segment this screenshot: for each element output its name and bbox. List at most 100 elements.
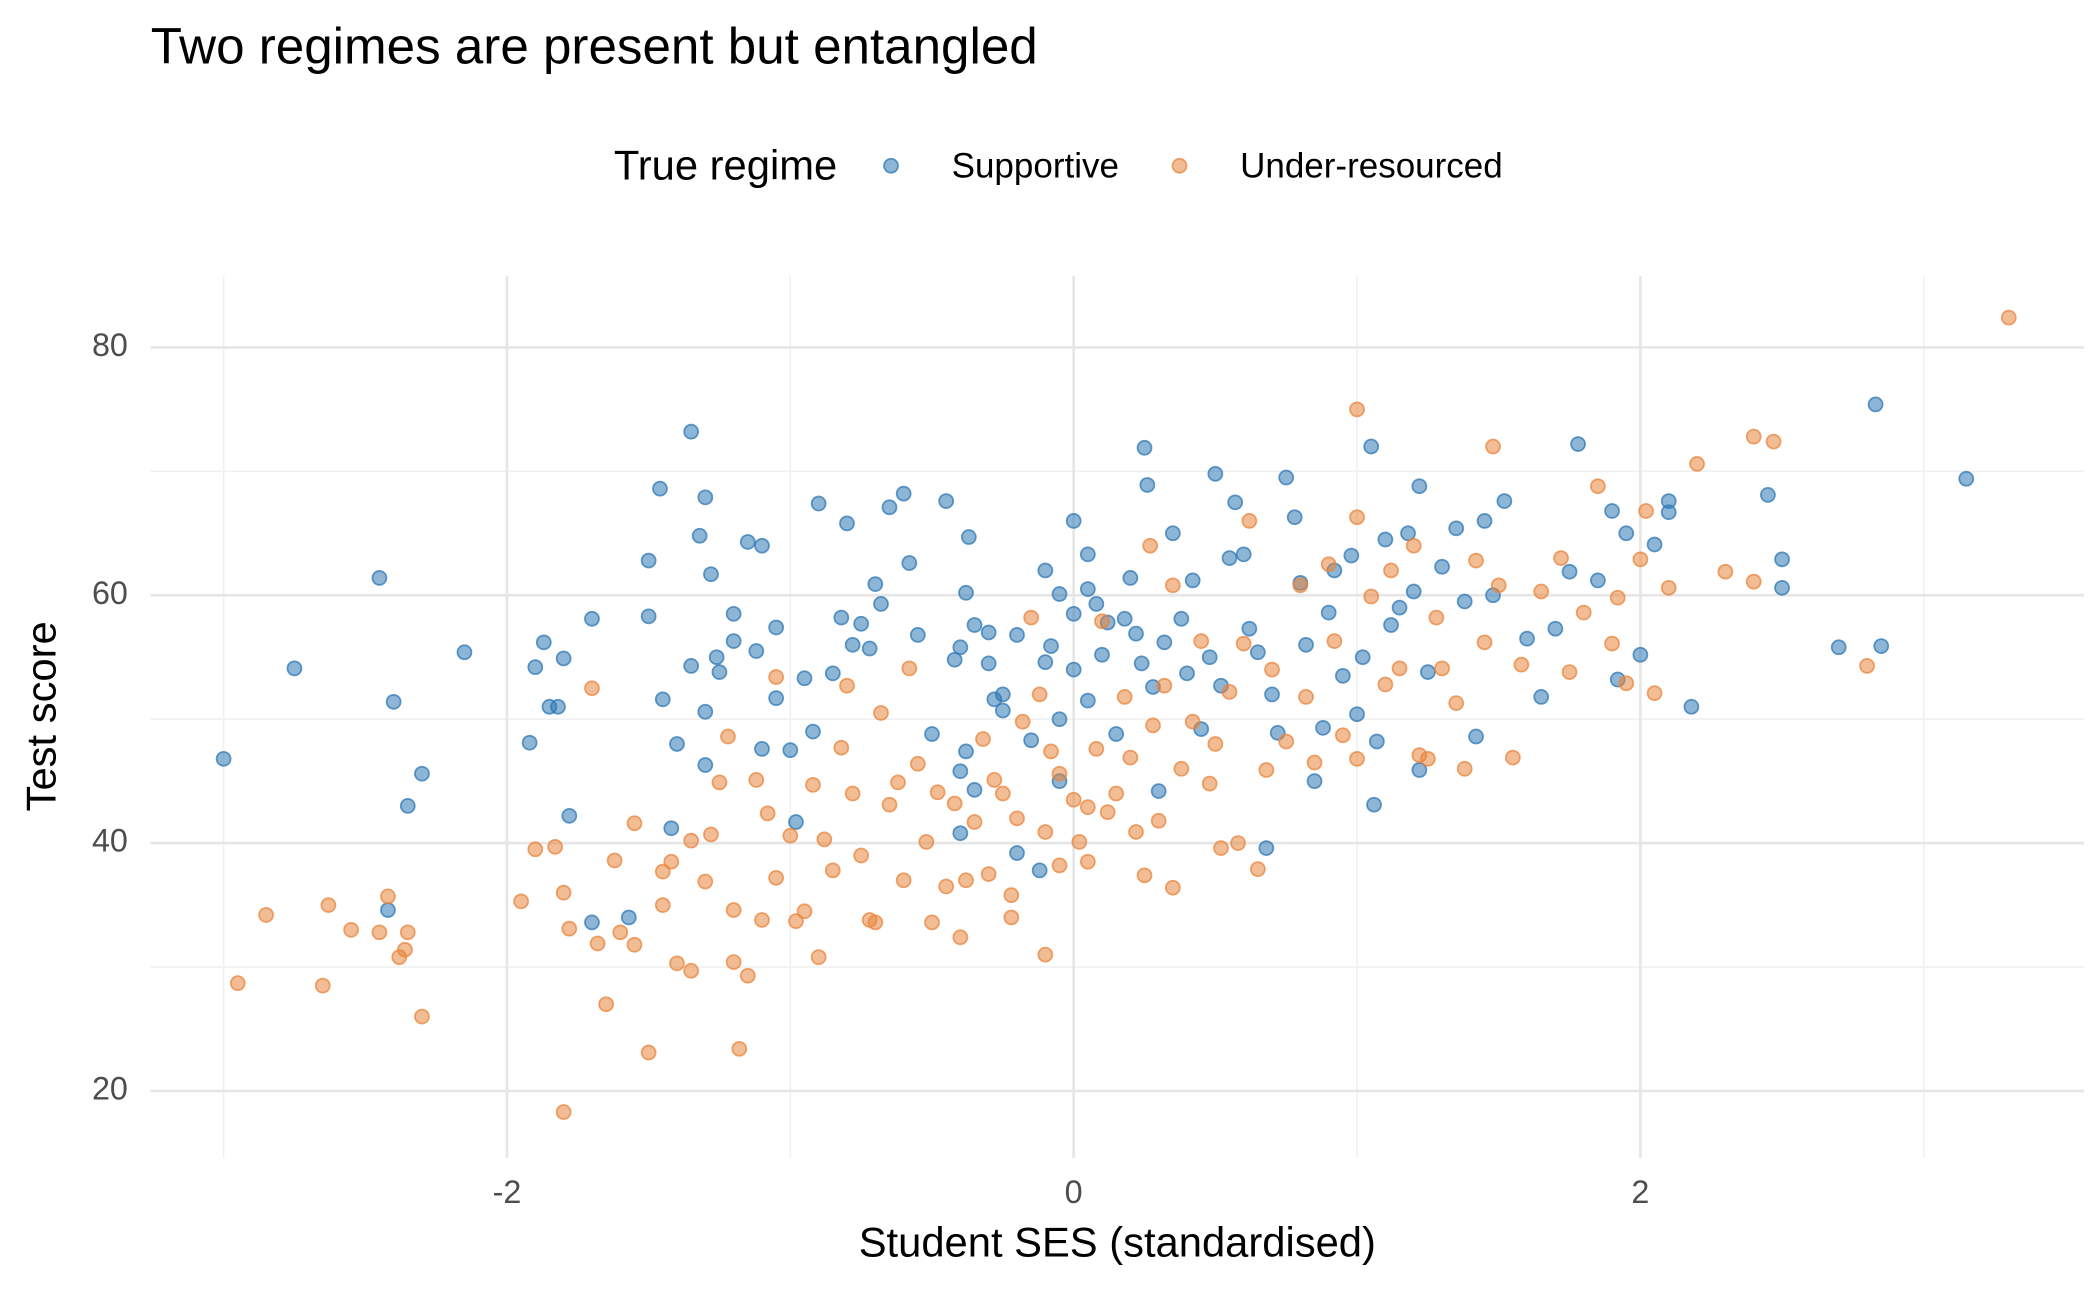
point: [1037, 824, 1054, 840]
point: [399, 924, 416, 941]
points: [215, 309, 2017, 1120]
point: [1485, 438, 1501, 455]
point: [1088, 741, 1105, 757]
point: [314, 977, 331, 994]
point: [1646, 536, 1663, 553]
point: [1383, 617, 1399, 633]
point: [535, 634, 552, 651]
point: [1043, 638, 1059, 654]
point: [909, 755, 926, 772]
point: [1116, 610, 1133, 627]
point: [1003, 909, 1020, 926]
point: [980, 624, 997, 641]
point: [697, 703, 714, 720]
point: [1122, 570, 1139, 586]
point: [550, 698, 566, 715]
point: [1043, 743, 1059, 760]
x-tick-label: 0: [1065, 1174, 1083, 1210]
point: [1496, 493, 1513, 509]
point: [980, 655, 997, 672]
point: [1306, 773, 1323, 790]
point: [839, 515, 855, 532]
point: [703, 566, 719, 583]
legend-title: True regime: [614, 141, 837, 188]
point: [1490, 577, 1507, 594]
y-axis-title: Test score: [17, 621, 64, 811]
point: [1079, 581, 1096, 597]
point: [1745, 428, 1762, 445]
point: [788, 814, 804, 830]
point: [1037, 654, 1054, 671]
point: [1136, 867, 1153, 884]
legend-label: Under-resourced: [1240, 147, 1503, 186]
point: [1604, 503, 1620, 519]
point: [994, 785, 1011, 802]
point: [215, 750, 232, 767]
point: [1139, 477, 1156, 493]
y-tick-label: 80: [92, 327, 128, 363]
point: [380, 902, 396, 918]
point: [725, 633, 742, 649]
point: [1201, 775, 1218, 792]
point: [768, 619, 785, 636]
point: [561, 920, 578, 937]
point: [371, 924, 388, 941]
point: [1405, 583, 1422, 600]
point: [669, 736, 685, 752]
point: [654, 863, 671, 880]
point: [1349, 509, 1365, 526]
point: [555, 884, 572, 901]
point: [1368, 733, 1385, 750]
point: [782, 742, 799, 759]
point: [654, 691, 671, 708]
point: [1391, 599, 1408, 616]
point: [547, 838, 563, 855]
point: [946, 795, 963, 812]
y-tick-label: 60: [92, 575, 128, 611]
point: [1383, 562, 1399, 579]
point: [788, 913, 804, 930]
point: [1419, 664, 1436, 680]
point: [1207, 465, 1224, 482]
point: [975, 731, 991, 747]
point: [1051, 711, 1068, 728]
point: [938, 878, 955, 895]
point: [966, 617, 983, 633]
point: [824, 665, 841, 682]
point: [901, 555, 918, 571]
point: [1241, 620, 1258, 637]
point: [1142, 537, 1159, 554]
point: [711, 664, 728, 680]
point: [1065, 661, 1082, 678]
point: [1448, 520, 1465, 537]
point: [796, 670, 813, 687]
point: [1434, 660, 1450, 677]
point: [513, 893, 529, 910]
point: [1468, 552, 1484, 569]
point: [1745, 573, 1762, 590]
point: [731, 1040, 748, 1057]
point: [1343, 547, 1360, 564]
point: [1292, 577, 1309, 594]
point: [759, 805, 776, 822]
point: [1660, 579, 1677, 596]
point: [844, 785, 861, 802]
point: [958, 584, 974, 601]
point: [1108, 726, 1125, 742]
point: [711, 774, 728, 791]
point: [1079, 692, 1096, 709]
point: [1023, 609, 1040, 626]
point: [1099, 804, 1116, 821]
point: [1286, 509, 1303, 526]
point: [1264, 686, 1280, 703]
point: [1079, 853, 1096, 870]
point: [1258, 762, 1275, 778]
point: [1505, 749, 1521, 766]
point: [1570, 436, 1586, 452]
point: [1164, 525, 1181, 542]
point: [1003, 887, 1020, 904]
point: [1774, 579, 1790, 596]
point: [1689, 456, 1705, 472]
point: [1009, 845, 1025, 861]
point: [867, 576, 884, 592]
